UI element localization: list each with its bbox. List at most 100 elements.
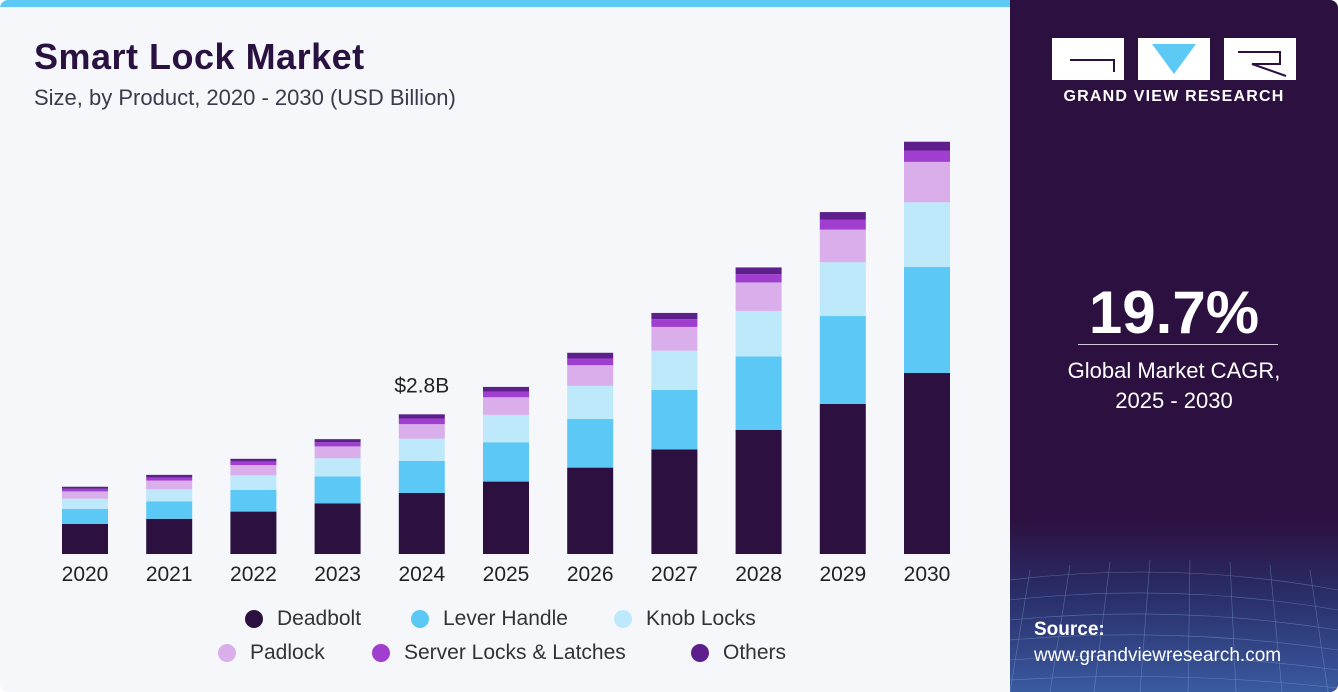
chart-card: Smart Lock Market Size, by Product, 2020… [0,0,1010,665]
bar-deadbolt-2025 [483,481,529,554]
bar-padlock-2030 [904,161,950,203]
legend-swatch-server-locks [372,644,390,662]
source-title: Source: [1034,619,1105,640]
bar-others-2022 [230,458,277,462]
bar-others-2028 [735,267,782,275]
bar-knob-locks-2027 [651,350,698,391]
bar-server-locks-latches-2022 [230,461,277,466]
cagr-label-line1: Global Market CAGR, [1067,358,1281,383]
bar-padlock-2020 [62,491,108,499]
bar-padlock-2028 [735,282,782,311]
bar-others-2027 [651,312,698,320]
bar-deadbolt-2023 [314,503,361,554]
legend-swatch-lever-handle [411,610,429,628]
cagr-label-line2: 2025 - 2030 [1115,388,1233,413]
bar-knob-locks-2028 [735,310,782,357]
bar-server-locks-latches-2024 [398,418,445,425]
x-tick-label: 2025 [483,563,530,586]
accent-bar [0,0,1010,7]
bar-deadbolt-2022 [230,511,277,554]
bar-others-2026 [567,352,614,359]
legend-item-others: Others [691,641,786,665]
x-tick-label: 2026 [567,563,614,586]
bar-others-2020 [62,486,108,489]
bar-padlock-2027 [651,326,698,351]
bar-server-locks-latches-2029 [819,219,866,230]
chart-subtitle: Size, by Product, 2020 - 2030 (USD Billi… [34,85,456,110]
x-tick-label: 2027 [651,563,698,586]
legend-label: Knob Locks [646,607,756,630]
bar-server-locks-latches-2021 [146,477,193,481]
bar-deadbolt-2029 [819,403,866,554]
bar-server-locks-latches-2027 [651,319,698,327]
bar-padlock-2022 [230,465,277,476]
legend-swatch-padlock [218,644,236,662]
bar-server-locks-latches-2026 [567,358,614,366]
legend-item-knob-locks: Knob Locks [614,607,756,631]
x-tick-label: 2029 [819,563,866,586]
bar-knob-locks-2023 [314,458,361,477]
x-tick-label: 2022 [230,563,277,586]
bar-knob-locks-2025 [483,414,529,443]
x-tick-label: 2021 [146,563,193,586]
bar-others-2030 [904,141,950,151]
legend-label: Deadbolt [277,607,362,630]
bar-lever-handle-2030 [904,266,950,373]
grand-view-research-logo [1052,38,1296,80]
x-tick-label: 2028 [735,563,782,586]
bar-lever-handle-2029 [819,316,866,404]
bar-server-locks-latches-2025 [483,391,529,398]
bar-knob-locks-2029 [819,262,866,317]
sidebar-panel: GRAND VIEW RESEARCH 19.7% Global Market … [1010,0,1338,692]
legend-label: Server Locks & Latches [404,641,626,664]
legend-item-deadbolt: Deadbolt [245,607,361,631]
bar-knob-locks-2022 [230,475,277,490]
bar-server-locks-latches-2023 [314,442,361,447]
bar-lever-handle-2028 [735,356,782,430]
legend-label: Padlock [250,641,325,664]
legend-swatch-others [691,644,709,662]
grid-pattern [1010,559,1338,692]
legend-swatch-deadbolt [245,610,263,628]
x-tick-label: 2024 [398,563,445,586]
bar-padlock-2029 [819,229,866,263]
bar-padlock-2023 [314,446,361,459]
legend-item-lever-handle: Lever Handle [411,607,568,631]
chart-title: Smart Lock Market [34,36,365,77]
bar-others-2021 [146,474,193,478]
bar-padlock-2024 [398,424,445,439]
legend-item-server-locks: Server Locks & Latches [372,641,626,665]
cagr-label: Global Market CAGR, 2025 - 2030 [1010,356,1338,416]
bar-deadbolt-2028 [735,429,782,554]
bar-lever-handle-2025 [483,442,529,482]
legend-item-padlock: Padlock [218,641,325,665]
x-tick-label: 2023 [314,563,361,586]
bar-knob-locks-2024 [398,438,445,461]
bar-lever-handle-2022 [230,489,277,512]
bar-lever-handle-2021 [146,501,193,519]
bar-padlock-2021 [146,480,193,490]
bar-deadbolt-2026 [567,467,614,554]
bar-server-locks-latches-2020 [62,488,108,492]
decorative-grid [1010,520,1338,692]
cagr-divider [1078,344,1278,345]
bar-lever-handle-2027 [651,390,698,450]
bar-server-locks-latches-2030 [904,150,950,162]
bar-lever-handle-2023 [314,476,361,504]
bar-knob-locks-2020 [62,498,108,509]
x-tick-label: 2030 [904,563,951,586]
bar-deadbolt-2030 [904,372,950,554]
legend-label: Lever Handle [443,607,568,630]
bar-deadbolt-2024 [398,492,445,554]
bar-knob-locks-2030 [904,202,950,267]
bar-knob-locks-2026 [567,385,614,419]
source-url: www.grandviewresearch.com [1034,645,1282,666]
bar-others-2024 [398,414,445,419]
bar-deadbolt-2021 [146,518,193,554]
bar-lever-handle-2024 [398,460,445,493]
brand-name: GRAND VIEW RESEARCH [1063,88,1285,105]
bar-knob-locks-2021 [146,489,193,502]
bar-padlock-2026 [567,365,614,386]
bar-deadbolt-2020 [62,523,108,554]
bar-padlock-2025 [483,397,529,415]
